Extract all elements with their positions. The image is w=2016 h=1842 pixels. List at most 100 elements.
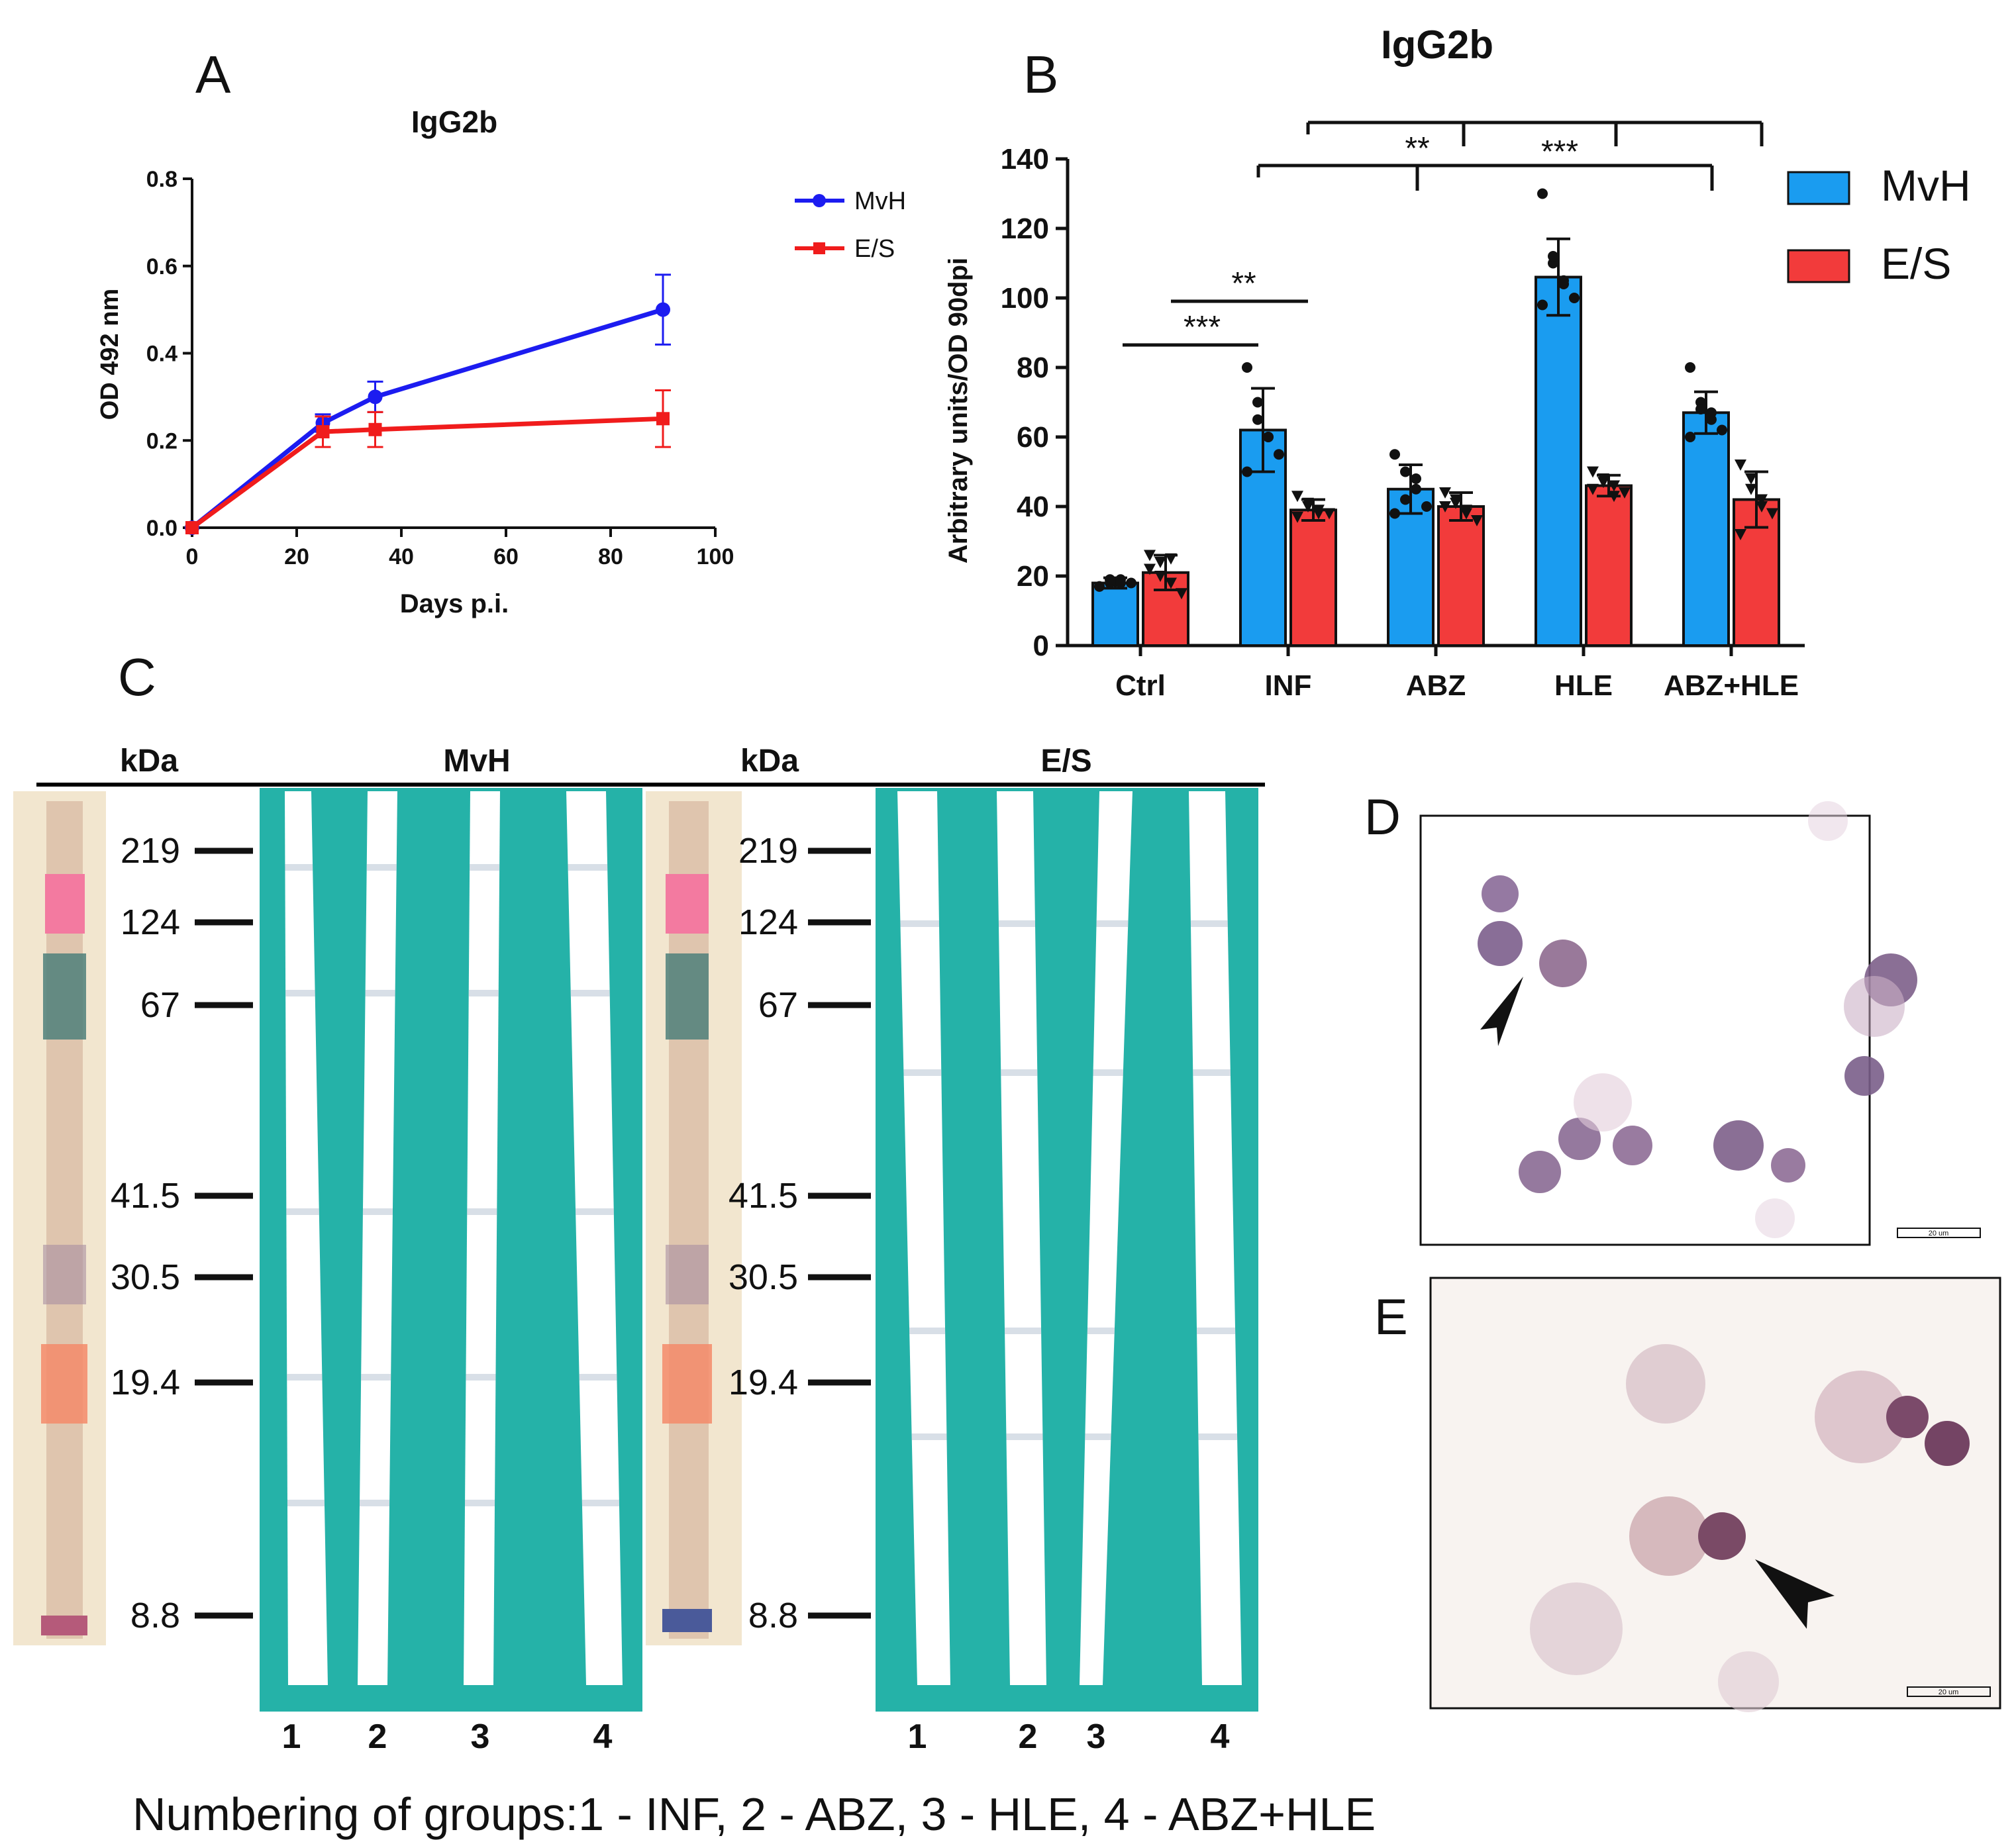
blot-band: [287, 1374, 323, 1381]
panel-label-e: E: [1374, 1289, 1408, 1345]
micrograph-e: 20 um: [1429, 1277, 2001, 1712]
group-caption: Numbering of groups:1 - INF, 2 - ABZ, 3 …: [132, 1788, 1376, 1840]
lane-mvh-1: [285, 791, 328, 1685]
chart-b-datapoint: [1766, 508, 1778, 520]
blot-band: [287, 1500, 325, 1506]
blot-band: [1005, 1328, 1042, 1334]
chart-b-datapoint: [1537, 299, 1548, 311]
blot-band: [285, 990, 315, 996]
chart-b-bar: [1585, 484, 1633, 647]
micrograph-d: 20 um: [1419, 801, 1981, 1246]
chart-a-legend-label: MvH: [854, 187, 906, 215]
chart-b-datapoint: [1165, 577, 1177, 589]
chart-a-title: IgG2b: [411, 105, 497, 139]
ladder-strip-right: [646, 791, 742, 1645]
chart-b-sig-label: ***: [1541, 134, 1578, 170]
blot-band: [362, 1208, 393, 1215]
chart-a-line-0: [190, 307, 664, 530]
blot-band: [1193, 1069, 1231, 1076]
marker-label-left: 19.4: [111, 1363, 180, 1402]
panel-label-a: A: [195, 45, 231, 104]
lane-label-es: 4: [1211, 1718, 1230, 1756]
blot-band: [1001, 1069, 1038, 1076]
panel-label-c: C: [118, 648, 156, 706]
blot-band: [470, 864, 500, 871]
chart-b-bar: [1535, 275, 1582, 647]
blot-band: [900, 920, 939, 927]
marker-label-left: 219: [121, 831, 180, 871]
blot-band: [1197, 1328, 1236, 1334]
chart-b-datapoint: [1389, 508, 1400, 519]
blot-band: [366, 864, 397, 871]
chart-b-datapoint: [1471, 515, 1483, 526]
chart-b-datapoint: [1587, 483, 1599, 495]
chart-a-xtick-label: 0: [186, 544, 199, 569]
lane-label-mvh: 1: [282, 1718, 301, 1756]
lane-label-es: 1: [908, 1718, 927, 1756]
blot-band: [1198, 1433, 1238, 1440]
lane-label-es: 3: [1087, 1718, 1106, 1756]
chart-b-title: IgG2b: [1381, 23, 1493, 67]
chart-b-ytick-label: 40: [1017, 491, 1049, 523]
chart-b-datapoint: [1597, 477, 1609, 489]
chart-b-datapoint: [1421, 501, 1432, 512]
chart-b-xtick-label: ABZ+HLE: [1664, 669, 1799, 702]
chart-b-legend-swatch: [1787, 249, 1850, 283]
chart-b-datapoint: [1291, 511, 1303, 523]
lane-mvh-2: [358, 791, 397, 1685]
chart-b-datapoint: [1619, 487, 1631, 499]
chart-b-datapoint: [1695, 404, 1706, 414]
chart-a-ytick-label: 0.6: [146, 254, 177, 279]
chart-b-datapoint: [1735, 460, 1746, 471]
chart-b-datapoint: [1154, 557, 1166, 568]
ladder-strip-left: [13, 791, 106, 1645]
chart-b-datapoint: [1323, 508, 1335, 520]
blot-band: [466, 1374, 496, 1381]
chart-b-datapoint: [1735, 529, 1746, 540]
blot-band: [365, 990, 395, 996]
blot-band: [467, 1208, 497, 1215]
chart-a-point: [316, 425, 330, 439]
chart-b-datapoint: [1274, 449, 1284, 460]
chart-b-datapoint: [1548, 251, 1558, 262]
chart-b-datapoint: [1144, 550, 1156, 561]
chart-b-datapoint: [1608, 491, 1620, 503]
chart-b-ytick-label: 120: [1001, 213, 1049, 245]
chart-b-datapoint: [1439, 487, 1451, 499]
chart-a-ytick-label: 0.2: [146, 428, 177, 454]
chart-b-datapoint: [1242, 466, 1252, 477]
lane-label-mvh: 4: [593, 1718, 613, 1756]
blot-band: [360, 1500, 390, 1506]
chart-b-datapoint: [1313, 508, 1325, 520]
chart-b-datapoint: [1400, 494, 1411, 505]
chart-b-ytick-label: 140: [1001, 143, 1049, 175]
blot-band: [465, 1500, 495, 1506]
chart-b-datapoint: [1176, 588, 1187, 600]
chart-a-point: [368, 389, 383, 405]
chart-b-datapoint: [1411, 483, 1421, 495]
chart-b-sig-label: **: [1405, 131, 1429, 166]
chart-a-ytick-label: 0.8: [146, 167, 177, 192]
chart-b-datapoint: [1460, 505, 1472, 516]
lane-es-1: [897, 791, 950, 1685]
chart-b-datapoint: [1685, 432, 1695, 442]
blot-band: [468, 990, 499, 996]
chart-a-point: [368, 422, 382, 436]
chart-b-bar: [1289, 509, 1337, 647]
blot-band: [998, 920, 1035, 927]
chart-b-datapoint: [1115, 577, 1126, 589]
chart-a-xtick-label: 80: [598, 544, 623, 569]
lane-label-mvh: 3: [471, 1718, 490, 1756]
chart-b-datapoint: [1094, 581, 1105, 592]
marker-label-right: 8.8: [748, 1596, 798, 1635]
chart-b-bar: [1682, 411, 1730, 647]
lane-label-es: 2: [1019, 1718, 1038, 1756]
chart-b-datapoint: [1756, 494, 1768, 506]
chart-b-datapoint: [1252, 414, 1263, 425]
blot-band: [1096, 920, 1129, 927]
chart-b-bar: [1437, 505, 1485, 647]
marker-label-right: 30.5: [729, 1257, 798, 1297]
chart-b-datapoint: [1389, 449, 1400, 460]
chart-a-point: [185, 521, 199, 534]
chart-b-datapoint: [1291, 491, 1303, 503]
